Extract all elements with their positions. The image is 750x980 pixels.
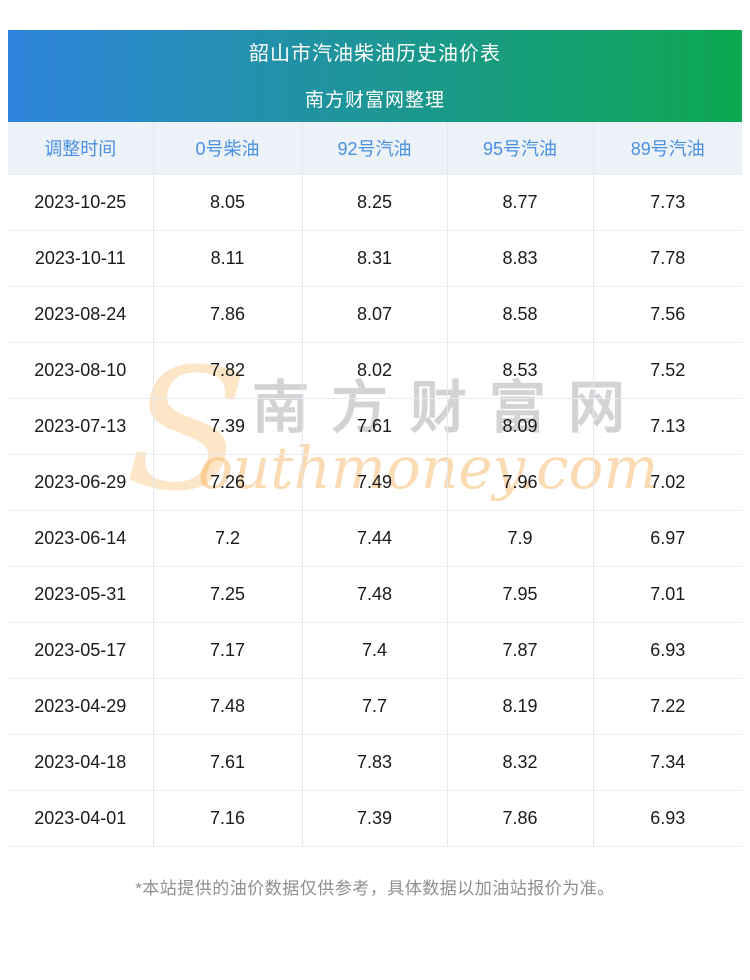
banner: 韶山市汽油柴油历史油价表 南方财富网整理 xyxy=(8,30,742,122)
price-cell: 8.77 xyxy=(447,174,594,231)
price-cell: 7.52 xyxy=(593,342,742,399)
price-table-body: 2023-10-25 8.05 8.25 8.77 7.73 2023-10-11 8.11… xyxy=(8,174,742,847)
table-header-row: 调整时间 0号柴油 92号汽油 95号汽油 89号汽油 xyxy=(8,122,742,175)
date-cell: 2023-08-24 xyxy=(8,286,154,343)
price-cell: 7.39 xyxy=(302,790,448,847)
date-cell: 2023-04-29 xyxy=(8,678,154,735)
price-cell: 6.97 xyxy=(593,510,742,567)
price-cell: 7.61 xyxy=(302,398,448,455)
price-cell: 8.83 xyxy=(447,230,594,287)
col-header-gasoline-95: 95号汽油 xyxy=(447,122,594,175)
date-cell: 2023-10-11 xyxy=(8,230,154,287)
table-row: 2023-08-24 7.86 8.07 8.58 7.56 xyxy=(8,286,742,343)
price-cell: 7.17 xyxy=(153,622,303,679)
price-cell: 7.4 xyxy=(302,622,448,679)
date-cell: 2023-06-29 xyxy=(8,454,154,511)
price-cell: 8.07 xyxy=(302,286,448,343)
price-cell: 7.96 xyxy=(447,454,594,511)
price-cell: 7.86 xyxy=(153,286,303,343)
price-cell: 7.2 xyxy=(153,510,303,567)
price-cell: 7.9 xyxy=(447,510,594,567)
price-cell: 8.19 xyxy=(447,678,594,735)
price-cell: 8.25 xyxy=(302,174,448,231)
date-cell: 2023-06-14 xyxy=(8,510,154,567)
price-cell: 7.13 xyxy=(593,398,742,455)
price-cell: 7.56 xyxy=(593,286,742,343)
price-cell: 7.48 xyxy=(153,678,303,735)
table-row: 2023-10-25 8.05 8.25 8.77 7.73 xyxy=(8,174,742,231)
price-cell: 7.44 xyxy=(302,510,448,567)
table-row: 2023-04-01 7.16 7.39 7.86 6.93 xyxy=(8,790,742,847)
table-row: 2023-06-29 7.26 7.49 7.96 7.02 xyxy=(8,454,742,511)
footer-disclaimer: *本站提供的油价数据仅供参考，具体数据以加油站报价为准。 xyxy=(135,878,615,898)
date-cell: 2023-08-10 xyxy=(8,342,154,399)
date-cell: 2023-05-17 xyxy=(8,622,154,679)
table-row: 2023-05-17 7.17 7.4 7.87 6.93 xyxy=(8,622,742,679)
price-cell: 7.49 xyxy=(302,454,448,511)
date-cell: 2023-04-01 xyxy=(8,790,154,847)
date-cell: 2023-10-25 xyxy=(8,174,154,231)
price-cell: 7.26 xyxy=(153,454,303,511)
price-cell: 7.39 xyxy=(153,398,303,455)
price-cell: 7.78 xyxy=(593,230,742,287)
price-cell: 7.87 xyxy=(447,622,594,679)
date-cell: 2023-04-18 xyxy=(8,734,154,791)
price-cell: 7.82 xyxy=(153,342,303,399)
price-cell: 7.02 xyxy=(593,454,742,511)
price-cell: 8.58 xyxy=(447,286,594,343)
price-cell: 8.31 xyxy=(302,230,448,287)
price-cell: 7.86 xyxy=(447,790,594,847)
table-row: 2023-05-31 7.25 7.48 7.95 7.01 xyxy=(8,566,742,623)
page-subtitle: 南方财富网整理 xyxy=(304,90,445,111)
price-cell: 7.7 xyxy=(302,678,448,735)
price-cell: 8.32 xyxy=(447,734,594,791)
table-row: 2023-08-10 7.82 8.02 8.53 7.52 xyxy=(8,342,742,399)
col-header-gasoline-92: 92号汽油 xyxy=(302,122,448,175)
price-cell: 7.01 xyxy=(593,566,742,623)
price-cell: 7.95 xyxy=(447,566,594,623)
table-row: 2023-07-13 7.39 7.61 8.09 7.13 xyxy=(8,398,742,455)
price-cell: 7.61 xyxy=(153,734,303,791)
price-cell: 6.93 xyxy=(593,622,742,679)
price-cell: 8.53 xyxy=(447,342,594,399)
price-cell: 7.48 xyxy=(302,566,448,623)
price-cell: 7.25 xyxy=(153,566,303,623)
price-table: 调整时间 0号柴油 92号汽油 95号汽油 89号汽油 2023-10-25 8.… xyxy=(8,122,742,847)
col-header-diesel-0: 0号柴油 xyxy=(153,122,303,175)
table-row: 2023-04-29 7.48 7.7 8.19 7.22 xyxy=(8,678,742,735)
price-cell: 7.16 xyxy=(153,790,303,847)
price-cell: 7.34 xyxy=(593,734,742,791)
price-cell: 7.22 xyxy=(593,678,742,735)
price-cell: 8.11 xyxy=(153,230,303,287)
price-cell: 6.93 xyxy=(593,790,742,847)
date-cell: 2023-05-31 xyxy=(8,566,154,623)
price-cell: 7.83 xyxy=(302,734,448,791)
table-row: 2023-04-18 7.61 7.83 8.32 7.34 xyxy=(8,734,742,791)
date-cell: 2023-07-13 xyxy=(8,398,154,455)
col-header-gasoline-89: 89号汽油 xyxy=(593,122,742,175)
price-cell: 8.05 xyxy=(153,174,303,231)
price-cell: 8.09 xyxy=(447,398,594,455)
col-header-adjust-date: 调整时间 xyxy=(8,122,154,175)
table-row: 2023-10-11 8.11 8.31 8.83 7.78 xyxy=(8,230,742,287)
price-cell: 7.73 xyxy=(593,174,742,231)
price-cell: 8.02 xyxy=(302,342,448,399)
table-row: 2023-06-14 7.2 7.44 7.9 6.97 xyxy=(8,510,742,567)
page-title: 韶山市汽油柴油历史油价表 xyxy=(249,43,501,65)
